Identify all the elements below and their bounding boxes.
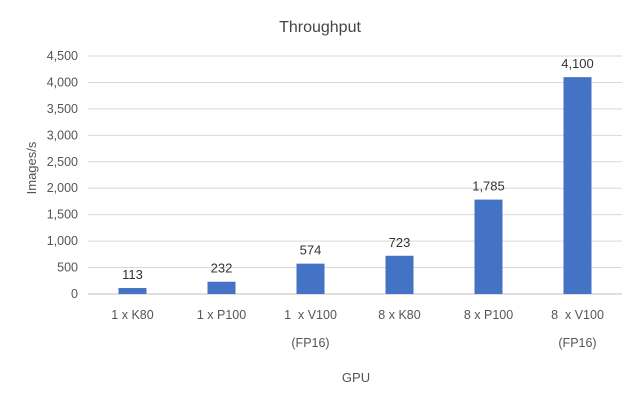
bar [474, 199, 503, 294]
y-tick-label: 4,500 [47, 49, 78, 63]
y-tick-label: 2,500 [47, 155, 78, 169]
grid-layer [88, 55, 622, 295]
data-label: 574 [300, 243, 322, 258]
data-label: 113 [122, 267, 143, 282]
y-tick-label: 3,500 [47, 102, 78, 116]
y-tick-label: 2,000 [47, 181, 78, 195]
x-tick-label: 1 x P100 [197, 308, 246, 322]
label-layer: 0 500 1,000 1,500 2,000 2,500 3,000 3,500 4,000 4… [47, 49, 604, 350]
x-tick-label: 8 x P100 [464, 308, 513, 322]
bar-layer [118, 77, 592, 295]
bar [296, 263, 325, 294]
bar [563, 77, 592, 295]
x-axis-label: GPU [342, 370, 370, 385]
y-tick-label: 1,000 [47, 234, 78, 248]
chart-title: Throughput [279, 19, 361, 36]
x-tick-label: 1 x K80 [111, 308, 153, 322]
data-label: 4,100 [561, 56, 594, 71]
x-tick-label: 8 x V100 [551, 308, 604, 322]
y-axis-label: Images/s [24, 141, 39, 194]
y-tick-label: 4,000 [47, 75, 78, 89]
data-label: 723 [389, 235, 411, 250]
y-tick-label: 500 [57, 261, 78, 275]
y-tick-label: 0 [71, 287, 78, 301]
x-tick-label: 8 x K80 [378, 308, 420, 322]
y-tick-label: 1,500 [47, 208, 78, 222]
bar [118, 288, 147, 294]
data-label: 232 [211, 261, 233, 276]
bar [207, 281, 236, 294]
x-tick-label: 1 x V100 [284, 308, 337, 322]
y-tick-label: 3,000 [47, 128, 78, 142]
x-tick-label: (FP16) [291, 336, 329, 350]
data-label: 1,785 [472, 179, 505, 194]
bar [385, 255, 414, 294]
x-tick-label: (FP16) [558, 336, 596, 350]
